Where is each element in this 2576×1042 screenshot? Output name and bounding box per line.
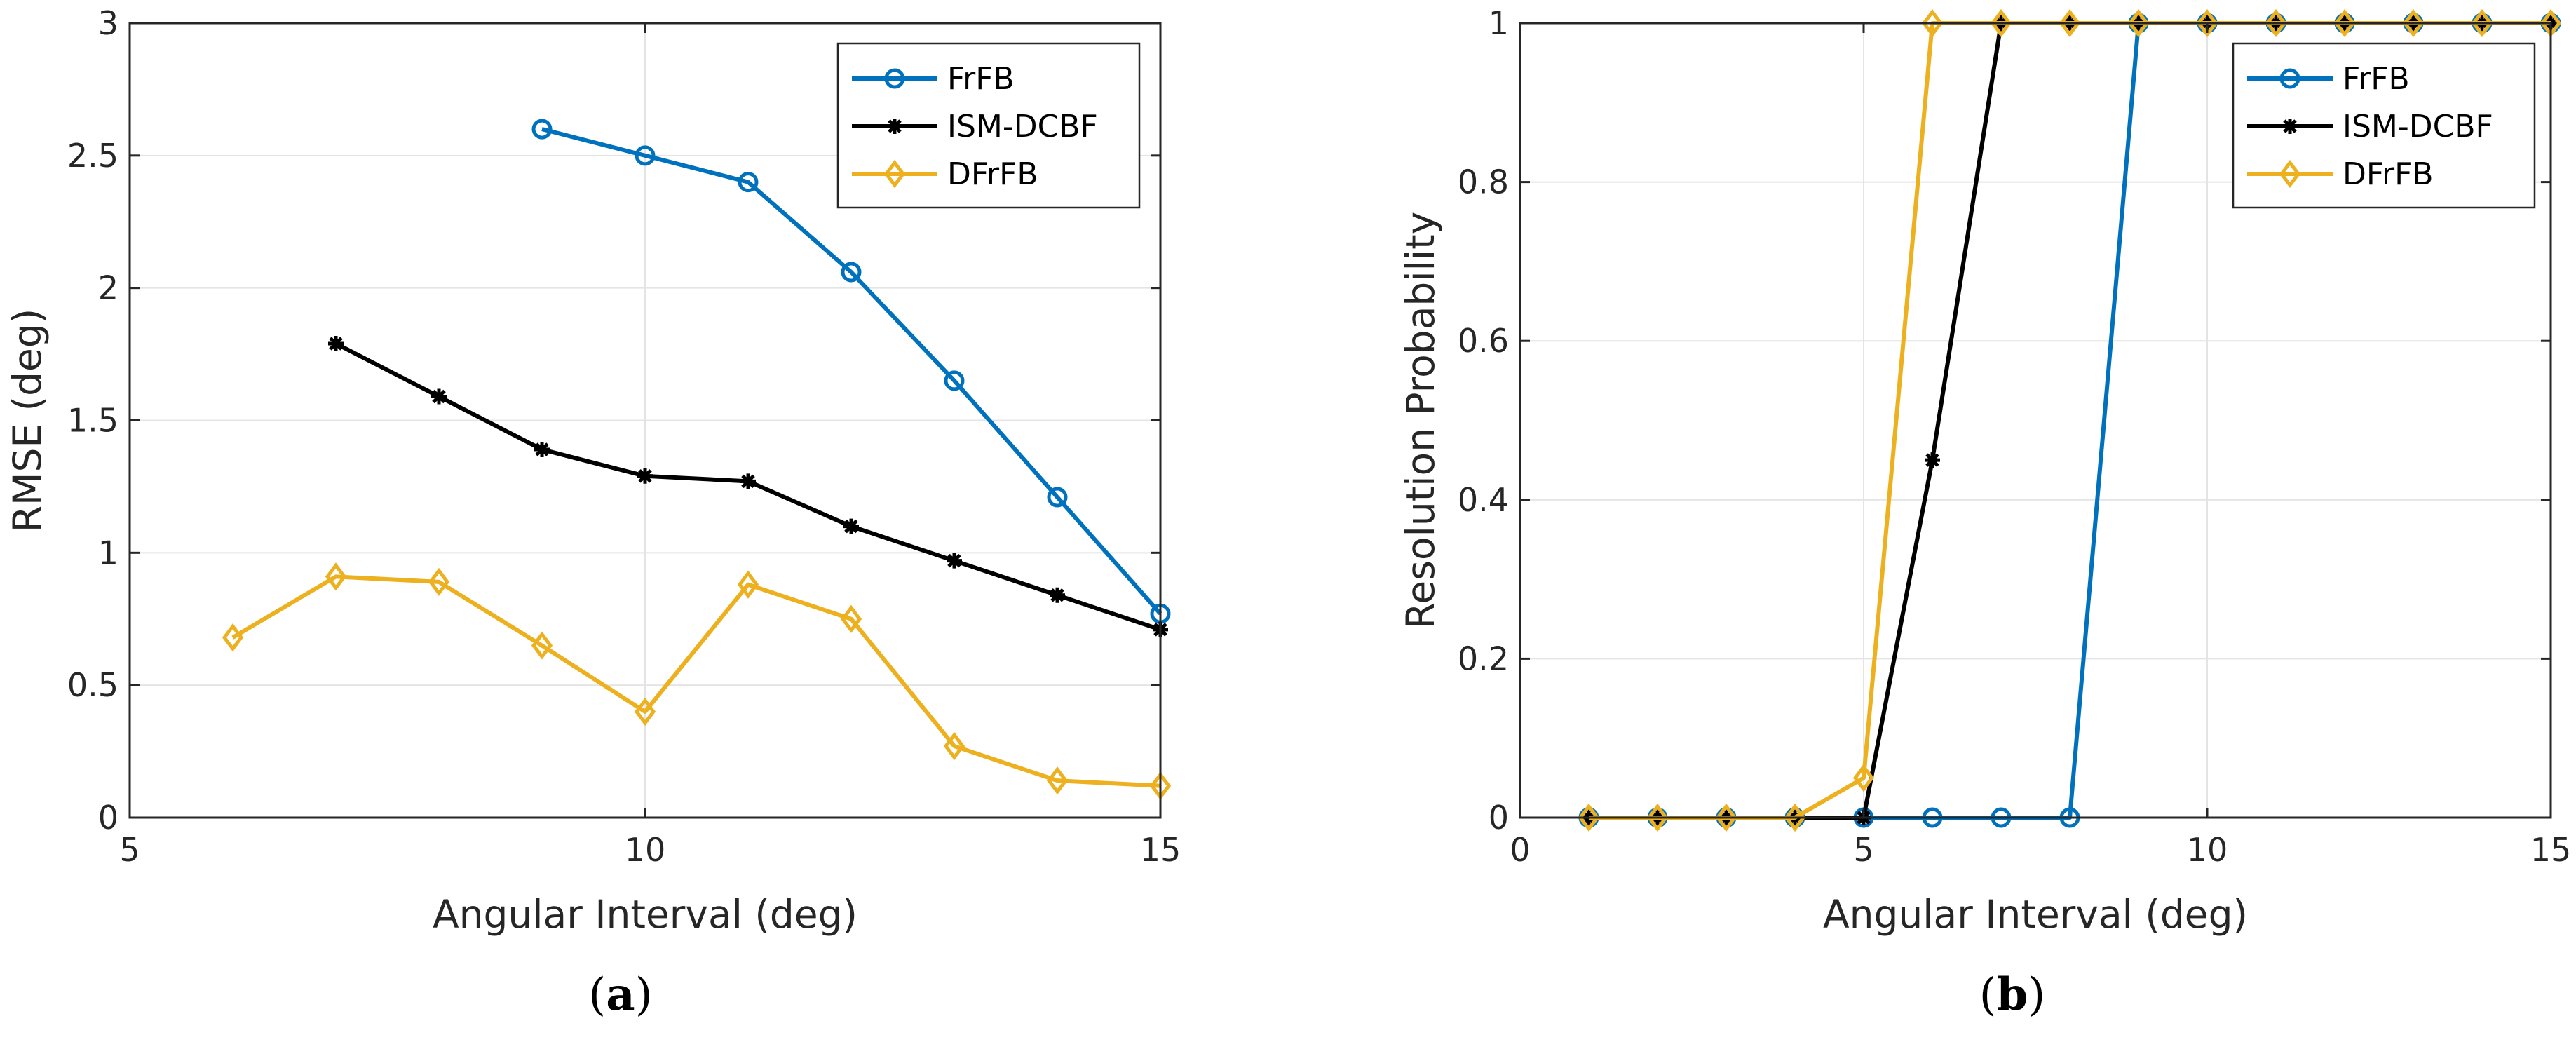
y-tick-label: 1 [1489, 4, 1509, 42]
data-point [943, 731, 965, 761]
y-tick-label: 0.4 [1458, 481, 1509, 519]
legend-swatch-marker [887, 119, 902, 134]
data-point [1047, 487, 1068, 508]
data-point [1784, 803, 1806, 832]
series-line [541, 127, 1162, 616]
legend-label: ISM-DCBF [947, 109, 1098, 144]
legend-swatch-marker [2282, 119, 2298, 134]
x-axis-label: Angular Interval (deg) [433, 892, 857, 937]
y-axis-label: Resolution Probability [1398, 212, 1443, 630]
data-point [737, 570, 759, 599]
data-point [2471, 8, 2493, 38]
series-line [231, 574, 1161, 788]
data-point [634, 697, 656, 726]
data-point [534, 442, 550, 458]
data-point [531, 631, 553, 660]
legend-swatch-marker [2279, 159, 2301, 189]
data-point [428, 567, 450, 597]
legend-label: DFrFB [2343, 156, 2434, 192]
data-point [1578, 803, 1600, 832]
data-point [635, 145, 656, 166]
x-tick-label: 15 [1140, 831, 1181, 869]
data-point [944, 370, 965, 391]
legend: FrFB ISM-DCBF DFrFB [836, 42, 1141, 209]
data-point [843, 518, 859, 534]
data-point [1852, 764, 1875, 792]
data-point [1646, 803, 1669, 832]
axes-box [1519, 22, 2552, 819]
legend-swatch-marker [884, 68, 905, 89]
legend-label: FrFB [2343, 61, 2410, 97]
y-tick-label: 0.2 [1458, 640, 1509, 677]
x-tick-label: 5 [119, 831, 140, 869]
y-tick-label: 0 [98, 799, 118, 837]
data-point [1046, 766, 1069, 795]
data-point [222, 623, 244, 652]
data-point [1925, 452, 1940, 468]
y-tick-label: 1.5 [67, 402, 118, 440]
data-point [738, 172, 759, 193]
caption-b: (b) [1979, 968, 2046, 1021]
x-tick-label: 5 [1853, 831, 1873, 869]
data-point [328, 335, 344, 351]
data-point [947, 553, 962, 569]
legend-label: ISM-DCBF [2343, 109, 2493, 144]
data-point [2059, 8, 2081, 38]
y-tick-label: 1 [98, 534, 118, 571]
y-tick-label: 2 [98, 269, 118, 307]
y-axis-label: RMSE (deg) [5, 309, 50, 532]
legend-swatch-marker [883, 159, 906, 189]
legend-label: DFrFB [947, 156, 1038, 192]
data-point [840, 604, 862, 633]
x-tick-label: 15 [2530, 831, 2572, 869]
data-point [2402, 8, 2425, 38]
x-tick-label: 10 [625, 831, 666, 869]
caption-a-letter: a [606, 968, 635, 1021]
data-point [740, 473, 756, 489]
data-point [325, 562, 347, 591]
legend-label: FrFB [947, 61, 1015, 97]
y-tick-label: 0 [1489, 799, 1509, 837]
legend: FrFB ISM-DCBF DFrFB [2232, 42, 2536, 209]
x-axis-label: Angular Interval (deg) [1823, 892, 2248, 937]
data-point [1921, 8, 1944, 38]
data-point [431, 388, 447, 405]
data-point [1050, 587, 1065, 603]
series-ism-dcbf [328, 335, 1168, 637]
chart-b-resolution-probability: 0 5 10 15 0 0.2 0.4 0.6 0.8 1 Angular Interval (de… [1398, 4, 2571, 937]
y-tick-label: 2.5 [67, 137, 118, 175]
data-point [2196, 8, 2218, 38]
x-tick-label: 10 [2187, 831, 2228, 869]
data-point [1715, 803, 1737, 832]
data-point [2333, 8, 2356, 38]
legend-swatch-marker [2279, 68, 2300, 89]
data-point [531, 119, 553, 140]
data-point [1990, 8, 2012, 38]
x-tick-label: 0 [1510, 831, 1530, 869]
chart-a-rmse: 5 10 15 0 0.5 1 1.5 2 2.5 3 Angular Interval (deg)… [5, 4, 1181, 937]
y-tick-label: 0.6 [1458, 322, 1509, 360]
y-tick-label: 3 [98, 4, 118, 42]
data-point [637, 468, 653, 484]
y-tick-label: 0.8 [1458, 163, 1509, 201]
data-point [841, 262, 862, 283]
caption-b-letter: b [1997, 968, 2028, 1021]
y-tick-label: 0.5 [67, 666, 118, 704]
data-point [2265, 8, 2287, 38]
caption-a: (a) [588, 968, 652, 1021]
data-point [2127, 8, 2150, 38]
